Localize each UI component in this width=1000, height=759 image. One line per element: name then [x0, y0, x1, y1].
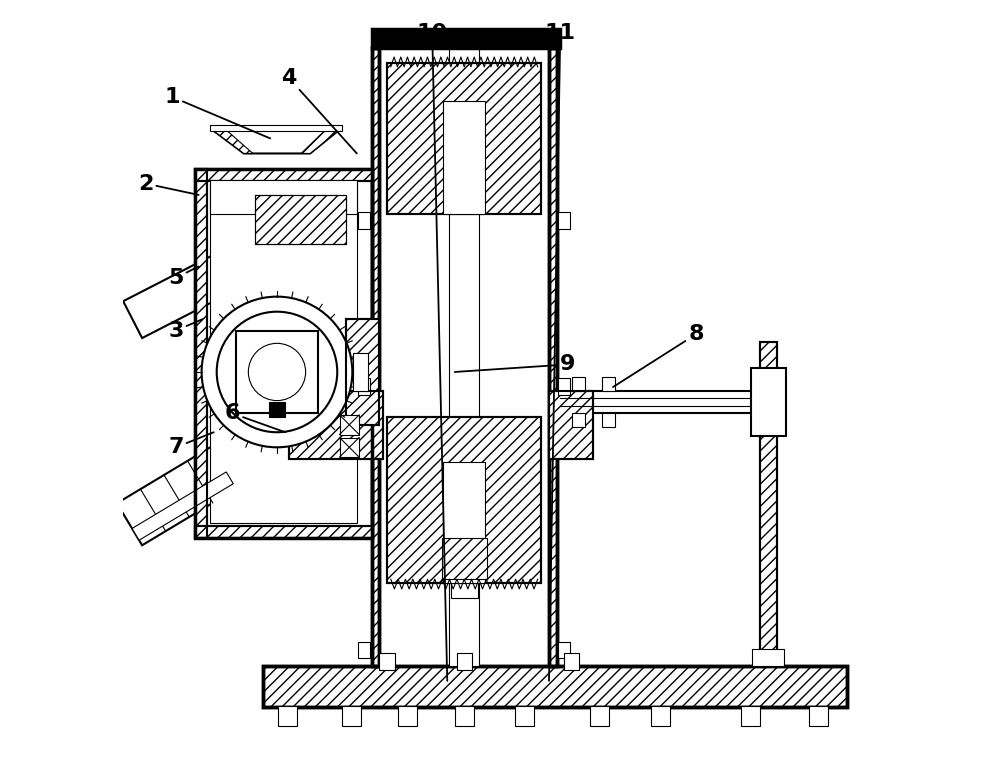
- Bar: [572, 377, 585, 391]
- Bar: [457, 653, 472, 669]
- Bar: [549, 391, 593, 458]
- Bar: [387, 417, 541, 583]
- Bar: [379, 653, 395, 669]
- Text: 1: 1: [165, 87, 270, 138]
- Bar: [590, 706, 609, 726]
- Bar: [195, 168, 207, 537]
- Bar: [756, 376, 770, 429]
- Bar: [558, 213, 570, 228]
- Bar: [372, 48, 379, 666]
- Bar: [210, 184, 357, 523]
- Bar: [353, 353, 368, 391]
- Bar: [236, 330, 318, 414]
- Bar: [263, 666, 847, 707]
- Bar: [195, 526, 372, 537]
- Bar: [195, 168, 372, 181]
- Bar: [195, 168, 372, 537]
- Bar: [346, 320, 379, 425]
- Bar: [255, 195, 346, 244]
- Bar: [387, 63, 541, 214]
- Text: 10: 10: [417, 23, 448, 681]
- Circle shape: [248, 343, 306, 401]
- Bar: [340, 437, 359, 457]
- Text: 8: 8: [613, 324, 704, 387]
- Circle shape: [202, 297, 352, 447]
- Bar: [372, 48, 379, 666]
- Bar: [449, 48, 479, 666]
- Text: 6: 6: [225, 403, 285, 432]
- Bar: [278, 706, 297, 726]
- Text: 2: 2: [138, 174, 199, 195]
- Bar: [560, 391, 756, 414]
- Text: 9: 9: [455, 354, 575, 374]
- Text: 3: 3: [168, 320, 202, 341]
- Bar: [602, 377, 615, 391]
- Bar: [751, 368, 786, 436]
- Bar: [358, 641, 370, 658]
- Bar: [455, 706, 474, 726]
- Bar: [358, 213, 370, 228]
- Bar: [340, 415, 359, 434]
- Bar: [289, 391, 383, 458]
- Bar: [210, 180, 357, 214]
- Bar: [346, 320, 379, 425]
- Text: 7: 7: [168, 432, 214, 458]
- Bar: [387, 63, 541, 214]
- Bar: [741, 706, 760, 726]
- Bar: [564, 653, 579, 669]
- Bar: [558, 378, 570, 395]
- Polygon shape: [123, 230, 282, 338]
- Bar: [442, 537, 487, 579]
- Bar: [210, 124, 342, 131]
- Bar: [358, 378, 370, 395]
- Bar: [269, 402, 285, 417]
- Bar: [263, 666, 847, 707]
- Bar: [760, 342, 777, 666]
- Bar: [752, 649, 784, 666]
- Bar: [255, 195, 346, 244]
- Polygon shape: [214, 131, 253, 153]
- Bar: [398, 706, 417, 726]
- Bar: [602, 414, 615, 427]
- Bar: [451, 508, 478, 598]
- Text: 4: 4: [281, 68, 357, 153]
- Bar: [195, 168, 207, 537]
- Bar: [572, 414, 585, 427]
- Bar: [372, 29, 560, 48]
- Bar: [289, 391, 383, 458]
- Polygon shape: [214, 131, 338, 153]
- Bar: [809, 706, 828, 726]
- Bar: [195, 526, 372, 537]
- Text: 5: 5: [168, 266, 199, 288]
- Bar: [443, 101, 485, 214]
- Bar: [387, 417, 541, 583]
- Text: 11: 11: [545, 23, 576, 681]
- Polygon shape: [117, 447, 236, 545]
- Polygon shape: [132, 472, 233, 540]
- Bar: [651, 706, 670, 726]
- Bar: [342, 706, 361, 726]
- Bar: [549, 391, 593, 458]
- Bar: [549, 48, 557, 666]
- Circle shape: [217, 312, 337, 432]
- Bar: [549, 48, 557, 666]
- Bar: [443, 462, 485, 583]
- Polygon shape: [301, 131, 338, 153]
- Bar: [515, 706, 534, 726]
- Circle shape: [541, 31, 557, 46]
- Bar: [558, 641, 570, 658]
- Bar: [760, 342, 777, 666]
- Circle shape: [372, 31, 387, 46]
- Bar: [195, 168, 372, 181]
